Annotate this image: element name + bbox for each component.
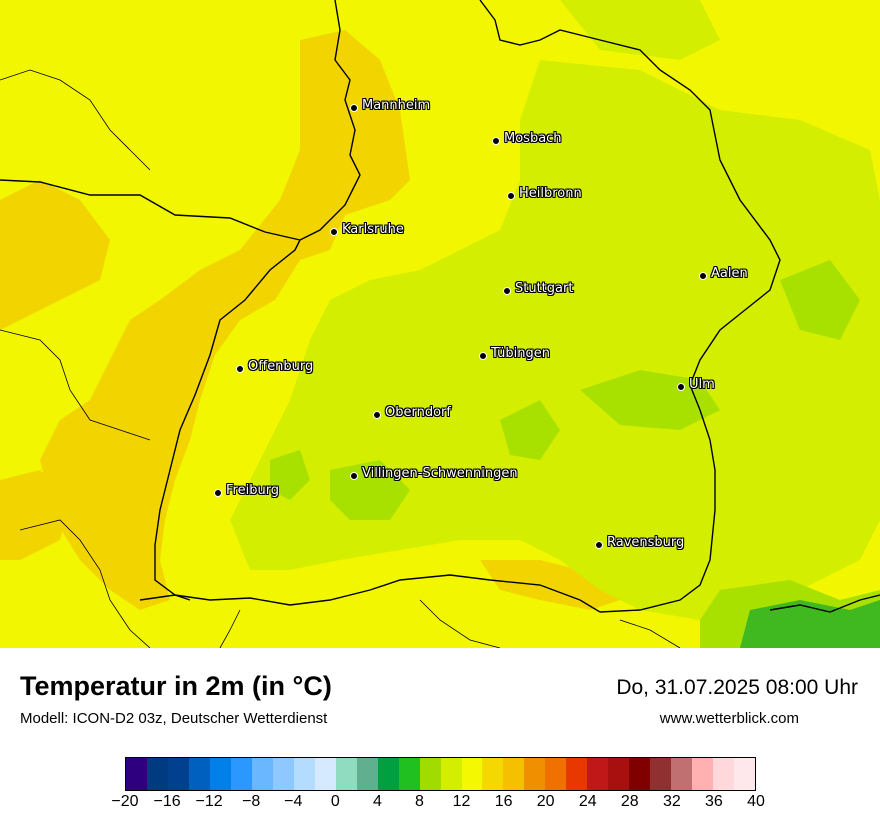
colorbar-segment (524, 758, 546, 790)
colorbar-segment (587, 758, 609, 790)
colorbar-tick-label: 24 (578, 793, 597, 810)
colorbar-tick-label: 20 (536, 793, 555, 810)
map-title: Temperatur in 2m (in °C) (20, 671, 332, 701)
city-label: Freiburg (226, 483, 280, 498)
colorbar-tick-label: 28 (620, 793, 639, 810)
cooler-patches (270, 260, 880, 648)
colorbar-segment (335, 758, 357, 790)
city-label: Villingen-Schwenningen (362, 466, 518, 481)
colorbar-segment (482, 758, 504, 790)
model-subtitle: Modell: ICON-D2 03z, Deutscher Wetterdie… (20, 710, 328, 727)
colorbar-segment (503, 758, 525, 790)
city-dot (503, 287, 511, 295)
city-dot (699, 272, 707, 280)
city-dot (350, 104, 358, 112)
colorbar-segment (629, 758, 651, 790)
colorbar-segment (188, 758, 210, 790)
colorbar-tick-label: −4 (284, 793, 303, 810)
city-label: Mosbach (504, 131, 562, 146)
colorbar-tick-label: 4 (372, 793, 382, 810)
colorbar-segment (608, 758, 630, 790)
city-label: Stuttgart (515, 281, 574, 296)
colorbar-tick-label: 0 (330, 793, 340, 810)
colorbar-segment (650, 758, 672, 790)
city-dot (595, 541, 603, 549)
colorbar-segment (545, 758, 567, 790)
colorbar-segment (713, 758, 735, 790)
colorbar-segment (692, 758, 714, 790)
colorbar-segment (398, 758, 420, 790)
other-borders (0, 69, 681, 648)
colorbar-segment (293, 758, 315, 790)
colorbar-segment (734, 758, 756, 790)
colorbar-tick-label: 40 (747, 793, 765, 810)
colorbar-segment (209, 758, 231, 790)
colorbar-segment (377, 758, 399, 790)
city-label: Offenburg (248, 359, 314, 374)
city-label: Oberndorf (385, 405, 451, 420)
temperature-map: Mannheim Mosbach Heilbronn Karlsruhe Aalen St… (0, 0, 880, 648)
colorbar-tick-label: −12 (195, 793, 223, 810)
colorbar-tick-label: 8 (415, 793, 424, 810)
city-label: Ulm (689, 377, 715, 392)
city-label: Karlsruhe (342, 222, 404, 237)
colorbar-tick-label: 36 (705, 793, 723, 810)
colorbar-tick-label: 16 (494, 793, 513, 810)
colorbar-tick-label: −16 (153, 793, 181, 810)
colorbar-segment (146, 758, 168, 790)
city-dot (677, 383, 685, 391)
city-dot (479, 352, 487, 360)
website-link[interactable]: www.wetterblick.com (659, 710, 799, 727)
city-dot (236, 365, 244, 373)
city-label: Aalen (711, 266, 748, 281)
city-dot (214, 489, 222, 497)
city-dot (373, 411, 381, 419)
colorbar-segment (167, 758, 189, 790)
colorbar-segment (671, 758, 693, 790)
colorbar-segment (272, 758, 294, 790)
colorbar-segment (419, 758, 441, 790)
colorbar-tick-label: −8 (242, 793, 261, 810)
temperature-colorbar (125, 757, 756, 791)
colorbar-segment (230, 758, 252, 790)
city-dot (350, 472, 358, 480)
forecast-datetime: Do, 31.07.2025 08:00 Uhr (616, 676, 858, 699)
colorbar-segment (126, 758, 147, 790)
city-dot (507, 192, 515, 200)
city-label: Ravensburg (607, 535, 685, 550)
colorbar-segment (461, 758, 483, 790)
colorbar-tick-label: 12 (452, 793, 471, 810)
colorbar-segment (251, 758, 273, 790)
colorbar-segment (314, 758, 336, 790)
colorbar-tick-label: 32 (662, 793, 681, 810)
coolest-patches (740, 600, 880, 648)
city-dot (330, 228, 338, 236)
colorbar-tick-label: −20 (111, 793, 139, 810)
warm-zones (0, 30, 620, 610)
city-label: Tübingen (491, 346, 550, 361)
state-borders (0, 0, 880, 613)
colorbar-segment (440, 758, 462, 790)
city-dot (492, 137, 500, 145)
colorbar-segment (566, 758, 588, 790)
city-label: Heilbronn (519, 186, 582, 201)
colorbar-segment (356, 758, 378, 790)
city-label: Mannheim (362, 98, 431, 113)
map-canvas (0, 0, 880, 648)
